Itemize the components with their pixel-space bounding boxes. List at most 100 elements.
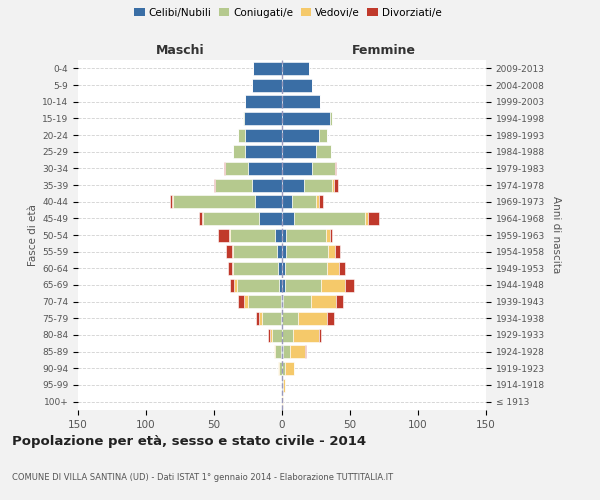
Bar <box>245 128 282 141</box>
Bar <box>304 178 332 192</box>
Bar <box>252 178 282 192</box>
Bar <box>282 62 309 75</box>
Bar <box>275 345 281 358</box>
Legend: Celibi/Nubili, Coniugati/e, Vedovi/e, Divorziati/e: Celibi/Nubili, Coniugati/e, Vedovi/e, Di… <box>134 8 442 18</box>
Bar <box>319 195 323 208</box>
Bar <box>282 295 283 308</box>
Bar <box>327 262 339 275</box>
Bar <box>286 228 326 241</box>
Bar <box>282 228 286 241</box>
Bar <box>292 195 316 208</box>
Bar <box>282 378 283 392</box>
Bar <box>328 245 335 258</box>
Bar <box>272 328 282 342</box>
Bar <box>298 312 327 325</box>
Bar <box>294 212 365 225</box>
Bar <box>230 228 275 241</box>
Bar <box>344 278 354 291</box>
Bar <box>274 345 275 358</box>
Bar <box>226 245 232 258</box>
Bar <box>245 95 282 108</box>
Bar <box>235 278 237 291</box>
Bar <box>281 312 282 325</box>
Bar <box>214 178 215 192</box>
Bar <box>244 295 248 308</box>
Bar <box>248 295 281 308</box>
Bar <box>319 128 327 141</box>
Bar <box>327 312 334 325</box>
Text: Maschi: Maschi <box>155 44 205 57</box>
Bar <box>225 162 248 175</box>
Bar <box>281 345 282 358</box>
Bar <box>286 245 328 258</box>
Bar <box>282 328 293 342</box>
Bar <box>255 195 282 208</box>
Bar <box>311 295 337 308</box>
Bar <box>270 328 272 342</box>
Bar <box>282 262 285 275</box>
Bar <box>256 312 259 325</box>
Bar <box>275 228 282 241</box>
Text: COMUNE DI VILLA SANTINA (UD) - Dati ISTAT 1° gennaio 2014 - Elaborazione TUTTITA: COMUNE DI VILLA SANTINA (UD) - Dati ISTA… <box>12 472 393 482</box>
Y-axis label: Anni di nascita: Anni di nascita <box>551 196 560 274</box>
Bar <box>170 195 172 208</box>
Bar <box>283 378 285 392</box>
Bar <box>334 178 338 192</box>
Bar <box>224 162 225 175</box>
Bar <box>202 212 203 225</box>
Bar <box>278 362 279 375</box>
Bar <box>227 262 232 275</box>
Bar <box>337 295 343 308</box>
Bar <box>229 228 230 241</box>
Bar <box>233 245 277 258</box>
Bar <box>238 295 244 308</box>
Bar <box>233 262 278 275</box>
Bar <box>282 112 329 125</box>
Bar <box>253 62 282 75</box>
Bar <box>245 145 282 158</box>
Bar <box>173 195 255 208</box>
Bar <box>279 362 282 375</box>
Bar <box>262 312 281 325</box>
Bar <box>277 245 282 258</box>
Bar <box>282 178 304 192</box>
Bar <box>285 262 327 275</box>
Bar <box>172 195 173 208</box>
Bar <box>282 78 312 92</box>
Bar <box>285 362 294 375</box>
Bar <box>282 145 316 158</box>
Bar <box>368 212 379 225</box>
Text: Femmine: Femmine <box>352 44 416 57</box>
Bar <box>230 278 235 291</box>
Bar <box>259 312 262 325</box>
Bar <box>316 145 331 158</box>
Bar <box>282 128 319 141</box>
Bar <box>252 78 282 92</box>
Text: Popolazione per età, sesso e stato civile - 2014: Popolazione per età, sesso e stato civil… <box>12 435 366 448</box>
Bar <box>329 112 332 125</box>
Bar <box>339 262 344 275</box>
Bar <box>293 328 319 342</box>
Bar <box>335 245 340 258</box>
Bar <box>282 345 283 358</box>
Bar <box>248 162 282 175</box>
Bar <box>282 195 292 208</box>
Bar <box>282 395 283 408</box>
Bar <box>268 328 270 342</box>
Bar <box>365 212 368 225</box>
Bar <box>237 278 279 291</box>
Bar <box>282 162 312 175</box>
Bar <box>232 245 233 258</box>
Bar <box>282 212 294 225</box>
Bar <box>233 145 245 158</box>
Bar <box>322 278 344 291</box>
Bar <box>278 262 282 275</box>
Y-axis label: Fasce di età: Fasce di età <box>28 204 38 266</box>
Bar <box>203 212 259 225</box>
Bar <box>312 162 335 175</box>
Bar <box>218 228 229 241</box>
Bar <box>238 128 245 141</box>
Bar <box>215 178 252 192</box>
Bar <box>282 95 320 108</box>
Bar <box>285 278 322 291</box>
